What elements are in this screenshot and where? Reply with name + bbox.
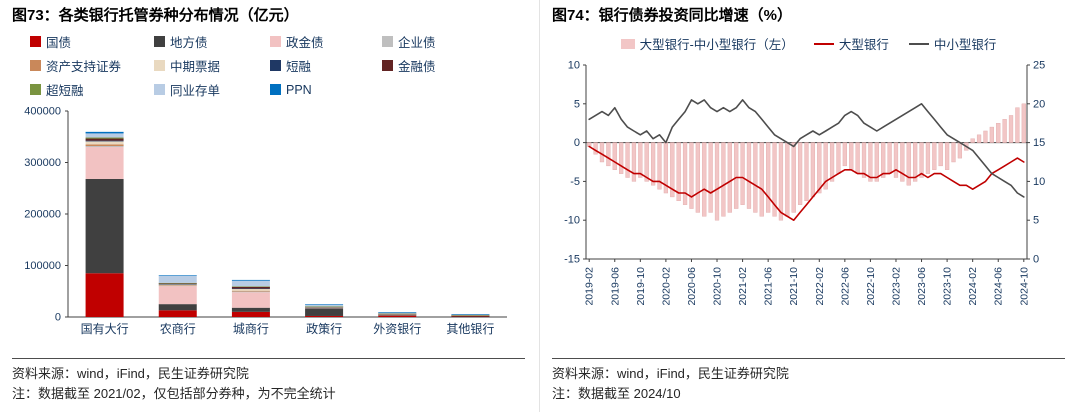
legend-swatch-icon [154, 60, 165, 72]
svg-text:其他银行: 其他银行 [446, 322, 494, 336]
legend-label: 超短融 [46, 84, 84, 99]
svg-text:10: 10 [568, 60, 580, 72]
legend-item: 地方债 [154, 32, 270, 51]
legend-line-swatch-icon [908, 42, 929, 45]
svg-text:2020-10: 2020-10 [712, 267, 724, 306]
svg-text:15: 15 [1033, 137, 1045, 149]
legend-swatch-icon [154, 84, 165, 96]
svg-text:农商行: 农商行 [160, 321, 196, 336]
svg-text:0: 0 [55, 312, 61, 324]
legend-swatch-icon [30, 84, 41, 96]
svg-text:国有大行: 国有大行 [81, 322, 129, 336]
svg-text:0: 0 [574, 137, 580, 149]
svg-text:20: 20 [1033, 99, 1045, 111]
svg-text:-5: -5 [570, 176, 580, 188]
svg-text:5: 5 [574, 99, 580, 111]
svg-text:2019-02: 2019-02 [584, 267, 596, 306]
figure-74-title: 图74：银行债券投资同比增速（%） [552, 7, 793, 24]
legend-label: PPN [286, 82, 312, 97]
svg-text:2021-02: 2021-02 [737, 267, 749, 306]
svg-text:2023-10: 2023-10 [942, 267, 954, 306]
legend-label: 大型银行-中小型银行（左） [639, 38, 794, 53]
legend-swatch-icon [382, 36, 393, 48]
svg-text:25: 25 [1033, 60, 1045, 72]
svg-text:-10: -10 [564, 215, 580, 227]
legend-label: 国债 [46, 36, 72, 51]
svg-text:10: 10 [1033, 176, 1045, 188]
legend-bar-swatch-icon [620, 38, 635, 49]
legend-label: 同业存单 [170, 84, 221, 99]
legend-item: 资产支持证券 [30, 56, 154, 75]
legend-swatch-icon [382, 60, 393, 72]
legend-item: 同业存单 [154, 80, 270, 99]
figure-73-title: 图73：各类银行托管券种分布情况（亿元） [12, 7, 299, 24]
svg-text:200000: 200000 [24, 209, 61, 221]
legend-label: 企业债 [398, 36, 436, 51]
note-line: 注：数据截至 2021/02，仅包括部分券种，为不完全统计 [12, 385, 336, 401]
figure-74-legend: 大型银行-中小型银行（左） 大型银行 中小型银行 [552, 34, 1065, 53]
legend-label: 短融 [286, 60, 312, 75]
stacked-bar-chart: 0 100000 200000 300000 400000 国有大行 农商行 城商行 政策行 外资… [24, 106, 507, 336]
legend-item: 中小型银行 [908, 34, 997, 53]
legend-label: 资产支持证券 [46, 60, 122, 75]
svg-text:城商行: 城商行 [233, 321, 269, 336]
legend-item: 大型银行-中小型银行（左） [620, 34, 794, 53]
legend-item: 政金债 [270, 32, 382, 51]
legend-swatch-icon [270, 84, 281, 96]
legend-item: 短融 [270, 56, 382, 75]
legend-item: 国债 [30, 32, 154, 51]
svg-text:2021-06: 2021-06 [763, 267, 775, 306]
legend-swatch-icon [30, 36, 41, 48]
svg-text:5: 5 [1033, 215, 1039, 227]
panel-divider [539, 0, 540, 412]
combo-chart: -15 -10 -5 0 5 10 0 5 10 15 20 25 2019-02 2019-06 2019… [564, 60, 1045, 306]
svg-text:2023-02: 2023-02 [890, 267, 902, 306]
svg-text:2019-10: 2019-10 [635, 267, 647, 306]
svg-text:2022-06: 2022-06 [839, 267, 851, 306]
legend-item: PPN [270, 80, 382, 99]
figure-74-panel: 图74：银行债券投资同比增速（%） 大型银行-中小型银行（左） 大型银行 中小型银行… [540, 0, 1079, 412]
legend-swatch-icon [270, 36, 281, 48]
svg-text:2022-10: 2022-10 [865, 267, 877, 306]
legend-item: 中期票据 [154, 56, 270, 75]
legend-label: 大型银行 [838, 38, 889, 53]
note-line: 注：数据截至 2024/10 [552, 385, 681, 401]
svg-text:2024-10: 2024-10 [1018, 267, 1030, 306]
svg-text:2021-10: 2021-10 [788, 267, 800, 306]
svg-text:300000: 300000 [24, 157, 61, 169]
legend-swatch-icon [270, 60, 281, 72]
figure-74-footnote: 资料来源：wind，iFind，民生证券研究院 注：数据截至 2024/10 [552, 357, 1065, 404]
legend-item: 超短融 [30, 80, 154, 99]
legend-item: 企业债 [382, 32, 525, 51]
legend-label: 中期票据 [170, 60, 221, 75]
svg-text:400000: 400000 [24, 106, 61, 118]
svg-text:100000: 100000 [24, 260, 61, 272]
svg-text:2024-06: 2024-06 [993, 267, 1005, 306]
svg-text:2019-06: 2019-06 [609, 267, 621, 306]
legend-swatch-icon [154, 36, 165, 48]
svg-text:2022-02: 2022-02 [814, 267, 826, 306]
svg-text:2020-02: 2020-02 [660, 267, 672, 306]
svg-text:2023-06: 2023-06 [916, 267, 928, 306]
svg-text:0: 0 [1033, 254, 1039, 266]
legend-label: 金融债 [398, 60, 436, 75]
legend-label: 政金债 [286, 36, 324, 51]
legend-item: 大型银行 [813, 34, 889, 53]
svg-text:外资银行: 外资银行 [373, 322, 421, 336]
figure-73-legend: 国债 地方债 政金债 企业债资产支持证券 中期票据 短融 金融债超短融 同业存单 PPN [12, 32, 525, 99]
legend-label: 中小型银行 [933, 38, 997, 53]
figure-73-panel: 图73：各类银行托管券种分布情况（亿元） 国债 地方债 政金债 企业债资产支持证券 中期… [0, 0, 539, 412]
legend-swatch-icon [30, 60, 41, 72]
legend-label: 地方债 [170, 36, 208, 51]
figure-73-footnote: 资料来源：wind，iFind，民生证券研究院 注：数据截至 2021/02，仅… [12, 357, 525, 404]
svg-text:2020-06: 2020-06 [686, 267, 698, 306]
svg-text:政策行: 政策行 [306, 322, 342, 336]
legend-item: 金融债 [382, 56, 525, 75]
legend-line-swatch-icon [813, 42, 834, 45]
source-line: 资料来源：wind，iFind，民生证券研究院 [552, 365, 789, 381]
svg-text:-15: -15 [564, 254, 580, 266]
source-line: 资料来源：wind，iFind，民生证券研究院 [12, 365, 249, 381]
svg-text:2024-02: 2024-02 [967, 267, 979, 306]
